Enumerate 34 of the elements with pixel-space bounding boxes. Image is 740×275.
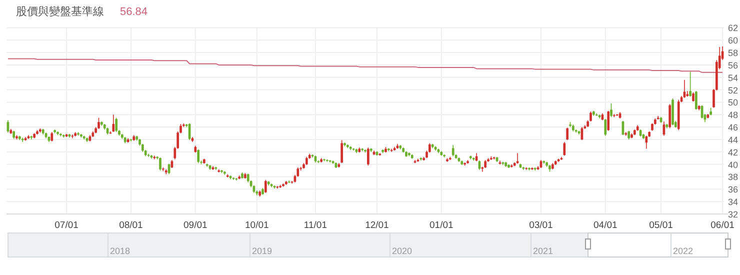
y-tick-label: 32 — [728, 210, 738, 220]
y-tick-label: 60 — [728, 36, 738, 46]
legend: 股價與變盤基準線 56.84 — [16, 6, 148, 18]
y-tick-label: 52 — [728, 85, 738, 96]
x-tick-label: 03/01 — [529, 220, 553, 231]
x-tick-label: 12/01 — [365, 220, 389, 231]
y-tick-label: 62 — [728, 23, 738, 34]
y-tick-label: 44 — [728, 134, 738, 145]
annotation: 2022 — [673, 246, 694, 256]
x-tick-label: 05/01 — [649, 220, 673, 231]
x-tick-label: 09/01 — [184, 220, 208, 231]
y-tick-label: 56 — [728, 60, 738, 70]
y-tick-label: 34 — [728, 197, 738, 208]
x-tick-label: 10/01 — [245, 220, 269, 231]
y-tick-label: 38 — [728, 172, 738, 182]
y-tick-label: 48 — [728, 110, 738, 120]
y-tick-label: 40 — [728, 160, 738, 170]
y-tick-label: 54 — [728, 72, 738, 83]
annotation: 2018 — [110, 246, 130, 256]
annotation: 56.84 — [120, 6, 148, 18]
x-tick-label: 01/01 — [430, 220, 454, 231]
annotation: 2019 — [252, 246, 272, 256]
y-tick-label: 58 — [728, 48, 738, 58]
annotation: 2020 — [392, 246, 412, 256]
x-tick-label: 04/01 — [594, 220, 618, 231]
y-tick-label: 46 — [728, 122, 738, 133]
x-tick-label: 07/01 — [54, 220, 78, 231]
x-tick-label: 11/01 — [304, 220, 328, 231]
x-tick-label: 06/01 — [710, 220, 734, 231]
annotation: 2021 — [533, 246, 554, 256]
y-tick-label: 36 — [728, 184, 738, 195]
x-tick-label: 08/01 — [119, 220, 143, 231]
y-tick-label: 50 — [728, 98, 738, 108]
y-tick-label: 42 — [728, 147, 738, 158]
